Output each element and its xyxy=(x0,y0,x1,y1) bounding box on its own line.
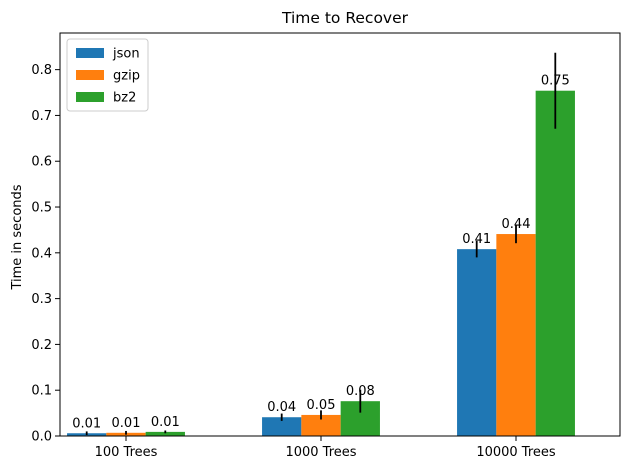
y-axis-label: Time in seconds xyxy=(10,184,25,290)
bar-bz2-0 xyxy=(145,431,185,436)
data-label-json-2: 0.41 xyxy=(462,232,491,247)
y-tick-label: 0.1 xyxy=(31,384,52,399)
x-tick-label: 1000 Trees xyxy=(285,445,356,460)
legend-swatch-json xyxy=(76,48,104,58)
y-tick-label: 0.3 xyxy=(31,292,52,307)
data-label-json-0: 0.01 xyxy=(72,416,101,431)
y-tick-label: 0.0 xyxy=(31,430,52,445)
plot-frame xyxy=(59,32,621,437)
legend-label-bz2: bz2 xyxy=(113,91,136,106)
data-label-gzip-1: 0.05 xyxy=(307,398,336,413)
x-tick-label: 100 Trees xyxy=(95,445,158,460)
legend-label-gzip: gzip xyxy=(113,69,140,84)
data-label-bz2-2: 0.75 xyxy=(541,74,570,89)
data-label-gzip-0: 0.01 xyxy=(112,416,141,431)
y-tick-label: 0.2 xyxy=(31,338,52,353)
bar-gzip-1 xyxy=(301,414,341,436)
legend-swatch-bz2 xyxy=(76,92,104,102)
plot-area: 0.01 0.04 0.41 0.01 0.05 0.44 0.01 0.08 0.75 0.0 0… xyxy=(31,32,621,460)
bar-bz2-2 xyxy=(535,90,575,436)
bar-gzip-2 xyxy=(496,234,536,436)
y-tick-label: 0.6 xyxy=(31,155,52,170)
data-label-bz2-0: 0.01 xyxy=(151,415,180,430)
bar-json-1 xyxy=(262,417,302,436)
y-tick-label: 0.7 xyxy=(31,109,52,124)
bar-json-2 xyxy=(457,249,497,436)
chart-title: Time to Recover xyxy=(281,9,409,27)
x-tick-label: 10000 Trees xyxy=(476,445,556,460)
legend: json gzip bz2 xyxy=(66,38,149,112)
y-tick-label: 0.5 xyxy=(31,201,52,216)
data-label-bz2-1: 0.08 xyxy=(346,384,375,399)
data-label-json-1: 0.04 xyxy=(267,400,296,415)
legend-label-json: json xyxy=(112,47,140,62)
legend-swatch-gzip xyxy=(76,70,104,80)
y-tick-label: 0.4 xyxy=(31,246,52,261)
y-tick-label: 0.8 xyxy=(31,63,52,78)
data-label-gzip-2: 0.44 xyxy=(502,217,531,232)
